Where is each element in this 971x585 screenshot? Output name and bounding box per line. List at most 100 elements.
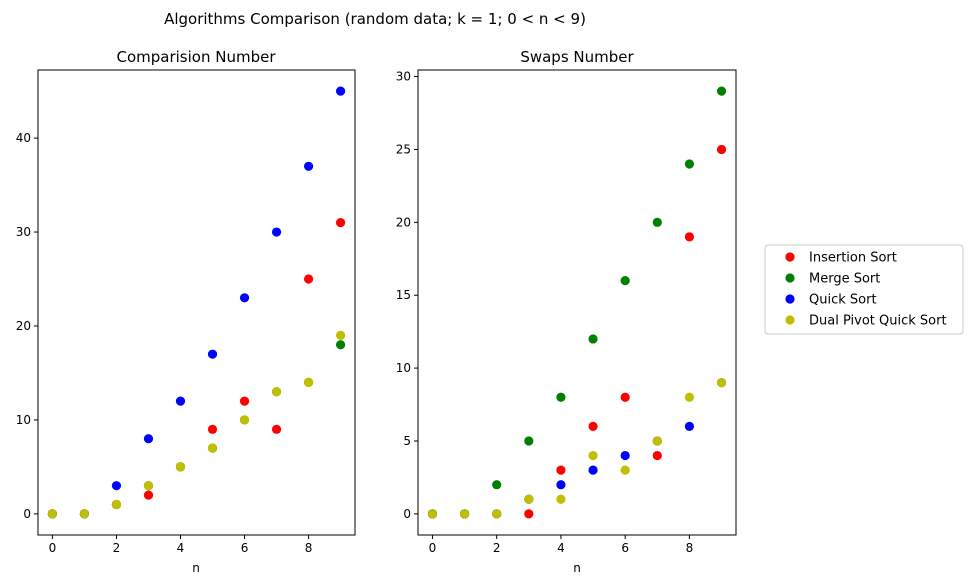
point-comparison-s3-1 bbox=[79, 509, 90, 519]
point-comparison-s2-7 bbox=[271, 227, 282, 237]
y-tick-label-swaps-5: 25 bbox=[396, 142, 411, 156]
point-swaps-s3-1 bbox=[459, 509, 470, 519]
point-swaps-s2-5 bbox=[588, 465, 598, 475]
point-swaps-s0-3 bbox=[524, 509, 534, 519]
point-comparison-s3-3 bbox=[143, 481, 154, 491]
point-swaps-s3-0 bbox=[427, 509, 438, 519]
point-swaps-s3-5 bbox=[588, 450, 598, 461]
point-comparison-s0-9 bbox=[335, 218, 346, 228]
y-tick-label-comparison-3: 30 bbox=[16, 225, 31, 239]
point-swaps-s2-8 bbox=[684, 421, 695, 432]
point-comparison-s0-7 bbox=[271, 424, 282, 434]
point-comparison-s2-5 bbox=[207, 349, 218, 359]
point-swaps-s1-2 bbox=[492, 480, 502, 490]
x-tick-label-comparison-0: 0 bbox=[49, 541, 57, 555]
series-swaps-3 bbox=[427, 378, 727, 519]
legend-marker-0 bbox=[785, 252, 795, 262]
series-comparison-0 bbox=[47, 218, 346, 519]
point-swaps-s0-6 bbox=[620, 392, 630, 402]
point-comparison-s2-9 bbox=[335, 86, 346, 96]
y-tick-label-swaps-0: 0 bbox=[403, 507, 411, 521]
series-swaps-0 bbox=[427, 144, 727, 519]
legend-marker-1 bbox=[785, 273, 795, 283]
legend: Insertion Sort Merge Sort Quick Sort Dual P… bbox=[764, 244, 964, 335]
axes-swaps-number: Swaps Number n 0 2 4 6 8 0 5 10 15 20 25 30 bbox=[396, 48, 737, 575]
point-swaps-s1-5 bbox=[588, 334, 598, 344]
point-swaps-s0-9 bbox=[716, 144, 727, 155]
point-comparison-s3-2 bbox=[111, 499, 122, 510]
point-comparison-s3-6 bbox=[239, 415, 250, 425]
legend-label-3: Dual Pivot Quick Sort bbox=[809, 314, 947, 329]
x-tick-label-comparison-2: 4 bbox=[177, 541, 185, 555]
legend-marker-2 bbox=[785, 294, 795, 304]
legend-label-0: Insertion Sort bbox=[809, 251, 897, 266]
point-comparison-s2-4 bbox=[175, 396, 186, 406]
y-tick-label-comparison-2: 20 bbox=[16, 319, 31, 333]
point-comparison-s3-4 bbox=[175, 462, 186, 472]
point-swaps-s3-6 bbox=[620, 465, 630, 475]
point-comparison-s0-3 bbox=[143, 490, 154, 500]
point-swaps-s2-6 bbox=[620, 450, 630, 461]
y-tick-label-comparison-4: 40 bbox=[16, 131, 31, 145]
x-tick-label-comparison-4: 8 bbox=[305, 541, 313, 555]
legend-label-2: Quick Sort bbox=[809, 293, 877, 308]
chart-title-swaps: Swaps Number bbox=[520, 48, 634, 66]
point-swaps-s3-2 bbox=[492, 509, 502, 519]
point-comparison-s0-6 bbox=[239, 396, 250, 406]
point-swaps-s0-5 bbox=[588, 421, 598, 432]
x-axis-label-comparison: n bbox=[192, 561, 200, 575]
legend-label-1: Merge Sort bbox=[809, 272, 880, 287]
point-comparison-s3-5 bbox=[207, 443, 218, 453]
x-tick-label-comparison-1: 2 bbox=[113, 541, 121, 555]
point-swaps-s1-7 bbox=[652, 217, 662, 227]
point-comparison-s3-0 bbox=[47, 509, 58, 519]
point-swaps-s3-4 bbox=[556, 494, 566, 504]
y-tick-label-comparison-0: 0 bbox=[23, 507, 31, 521]
point-swaps-s3-8 bbox=[684, 392, 695, 402]
point-comparison-s2-6 bbox=[239, 293, 250, 303]
point-swaps-s3-3 bbox=[524, 494, 534, 504]
point-comparison-s0-5 bbox=[207, 424, 218, 434]
point-swaps-s0-8 bbox=[684, 232, 695, 242]
y-tick-label-swaps-1: 5 bbox=[403, 434, 411, 448]
point-swaps-s1-3 bbox=[524, 436, 534, 446]
x-tick-label-swaps-0: 0 bbox=[429, 541, 437, 555]
y-tick-label-swaps-2: 10 bbox=[396, 361, 411, 375]
point-swaps-s1-8 bbox=[684, 159, 695, 169]
point-swaps-s1-9 bbox=[716, 86, 727, 96]
point-comparison-s2-8 bbox=[303, 161, 314, 171]
plot-area-swaps bbox=[417, 69, 737, 536]
x-tick-label-swaps-2: 4 bbox=[557, 541, 565, 555]
series-comparison-3 bbox=[47, 330, 346, 519]
point-swaps-s3-9 bbox=[716, 378, 727, 388]
plot-area-comparison bbox=[37, 69, 356, 536]
axes-comparison-number: Comparision Number n 0 2 4 6 8 0 10 20 30 40 bbox=[16, 48, 356, 575]
y-tick-label-swaps-3: 15 bbox=[396, 288, 411, 302]
series-comparison-1 bbox=[47, 340, 346, 519]
chart-title-comparison: Comparision Number bbox=[116, 48, 276, 66]
legend-marker-3 bbox=[785, 315, 795, 325]
point-swaps-s3-7 bbox=[652, 436, 662, 446]
y-tick-label-swaps-6: 30 bbox=[396, 70, 411, 84]
legend-frame bbox=[764, 244, 964, 335]
point-swaps-s2-4 bbox=[556, 480, 566, 490]
point-comparison-s3-7 bbox=[271, 387, 282, 397]
point-comparison-s2-2 bbox=[111, 481, 122, 491]
point-comparison-s3-8 bbox=[303, 377, 314, 387]
point-swaps-s0-4 bbox=[556, 465, 566, 475]
point-comparison-s3-9 bbox=[335, 330, 346, 340]
x-tick-label-comparison-3: 6 bbox=[241, 541, 249, 555]
point-comparison-s2-3 bbox=[143, 434, 154, 444]
series-swaps-2 bbox=[427, 378, 727, 519]
x-tick-label-swaps-1: 2 bbox=[493, 541, 501, 555]
y-tick-label-comparison-1: 10 bbox=[16, 413, 31, 427]
y-tick-label-swaps-4: 20 bbox=[396, 215, 411, 229]
point-swaps-s1-4 bbox=[556, 392, 566, 402]
point-comparison-s1-9 bbox=[335, 340, 346, 350]
point-comparison-s0-8 bbox=[303, 274, 314, 284]
figure-suptitle: Algorithms Comparison (random data; k = … bbox=[164, 10, 586, 28]
point-swaps-s0-7 bbox=[652, 450, 662, 461]
x-tick-label-swaps-3: 6 bbox=[621, 541, 629, 555]
point-swaps-s1-6 bbox=[620, 276, 630, 286]
